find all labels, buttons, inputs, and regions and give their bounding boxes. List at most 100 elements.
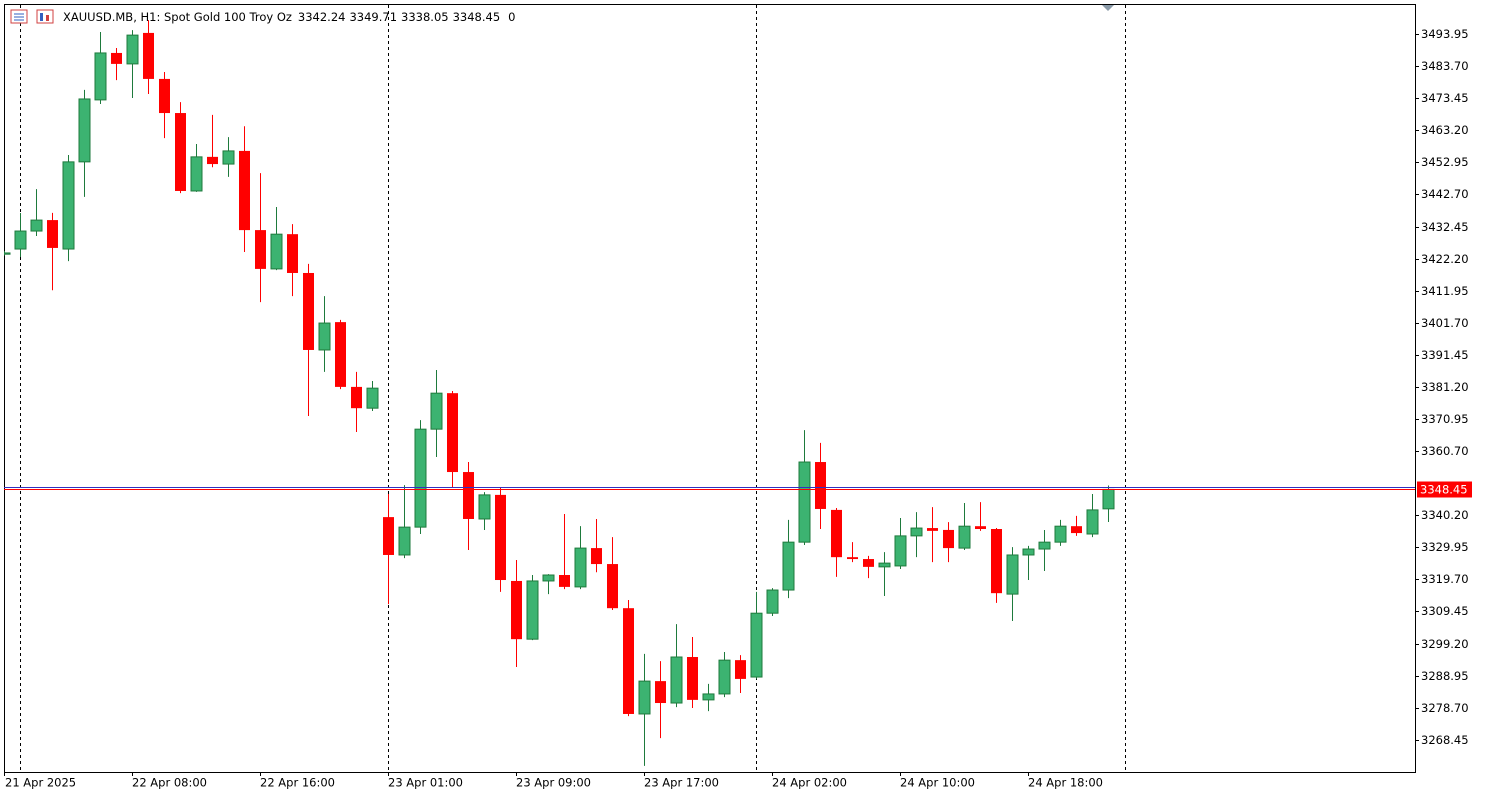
price-label: 3348.45 (1420, 483, 1468, 497)
x-tick-label: 23 Apr 17:00 (644, 776, 719, 790)
y-tick-label: 3452.95 (1421, 155, 1469, 169)
header-high: 3349.71 (349, 10, 397, 24)
candle-body (239, 150, 250, 231)
y-tick-label: 3422.20 (1421, 252, 1469, 266)
candle-body (815, 462, 826, 509)
candle-body (430, 392, 443, 430)
plot-frame (4, 4, 1416, 773)
candle-body (207, 156, 218, 165)
candle-body (655, 681, 666, 704)
y-tick-label: 3473.45 (1421, 91, 1469, 105)
icon (40, 13, 43, 21)
shift-marker (1102, 5, 1114, 11)
candle-body (94, 52, 107, 101)
y-tick-label: 3432.45 (1421, 220, 1469, 234)
y-tick-label: 3268.45 (1421, 733, 1469, 747)
candle-body (735, 660, 746, 679)
candle-body (159, 78, 170, 114)
candle-body (847, 557, 858, 560)
candle-body (702, 693, 715, 701)
price-label-box (1417, 481, 1472, 498)
candle-body (1054, 525, 1067, 543)
candle-body (47, 220, 58, 248)
y-tick-label: 3370.95 (1421, 412, 1469, 426)
candle-body (222, 150, 235, 165)
y-tick-label: 3493.95 (1421, 27, 1469, 41)
candle-body (366, 387, 379, 409)
y-tick-label: 3442.70 (1421, 187, 1469, 201)
candle-body (1006, 554, 1019, 595)
candle-body (526, 580, 539, 640)
candle-body (351, 386, 362, 409)
y-tick-label: 3329.95 (1421, 540, 1469, 554)
y-tick-label: 3381.20 (1421, 380, 1469, 394)
y-tick-label: 3401.70 (1421, 316, 1469, 330)
candle-body (14, 230, 27, 250)
header: XAUUSD.MB, H1: Spot Gold 100 Troy Oz 3342… (63, 10, 515, 24)
icon (36, 9, 54, 24)
candle-body (927, 528, 938, 531)
candle-body (574, 547, 587, 588)
header-icons (10, 9, 54, 24)
candle-body (398, 526, 411, 556)
candle-body (287, 234, 298, 273)
x-tick-label: 22 Apr 08:00 (132, 776, 207, 790)
candle-body (175, 113, 186, 191)
candle-body (766, 589, 779, 614)
x-tick-label: 23 Apr 09:00 (516, 776, 591, 790)
y-tick-label: 3411.95 (1421, 284, 1469, 298)
candle-body (863, 559, 874, 567)
x-tick-label: 24 Apr 18:00 (1028, 776, 1103, 790)
candle-body (910, 527, 923, 537)
candle-body (1086, 509, 1099, 535)
candle-body (478, 494, 491, 520)
candle-body (303, 272, 314, 350)
y-tick-label: 3278.70 (1421, 701, 1469, 715)
candle-body (559, 575, 570, 587)
candle-body (463, 472, 474, 519)
candle-body (190, 156, 203, 192)
day-separators (20, 5, 1126, 772)
y-tick-label: 3288.95 (1421, 669, 1469, 683)
candle-body (638, 680, 651, 715)
y-tick-label: 3360.70 (1421, 444, 1469, 458)
candle-body (1038, 541, 1051, 550)
candle-body (607, 564, 618, 609)
candle-body (718, 659, 731, 695)
y-tick-label: 3319.70 (1421, 572, 1469, 586)
candle-body (255, 230, 266, 269)
candle-body (831, 509, 842, 558)
y-tick-label: 3391.45 (1421, 348, 1469, 362)
y-tick-label: 3463.20 (1421, 123, 1469, 137)
x-tick-label: 24 Apr 02:00 (772, 776, 847, 790)
candle-body (1102, 488, 1115, 510)
plot (4, 20, 1415, 766)
header-close: 3348.45 (453, 10, 501, 24)
candle-body (542, 574, 555, 582)
candle-body (991, 528, 1002, 594)
candle-body (30, 219, 43, 232)
candle-body (4, 252, 11, 255)
candle-body (111, 52, 122, 64)
candle-body (318, 322, 331, 351)
candle-body (335, 322, 346, 387)
candle-body (958, 525, 971, 549)
candle-body (782, 541, 795, 591)
candle-body (1071, 526, 1082, 534)
candle-body (591, 548, 602, 565)
header-open: 3342.24 (298, 10, 346, 24)
candle-body (750, 612, 763, 678)
candle-body (447, 393, 458, 473)
x-tick-label: 21 Apr 2025 (5, 776, 76, 790)
icon (46, 15, 49, 21)
y-tick-label: 3483.70 (1421, 59, 1469, 73)
candle-body (62, 161, 75, 250)
header-title: XAUUSD.MB, H1: Spot Gold 100 Troy Oz (63, 10, 292, 24)
candle-body (943, 529, 954, 549)
candle-body (670, 656, 683, 704)
x-tick-label: 23 Apr 01:00 (388, 776, 463, 790)
header-low: 3338.05 (401, 10, 449, 24)
candle-body (798, 461, 811, 543)
